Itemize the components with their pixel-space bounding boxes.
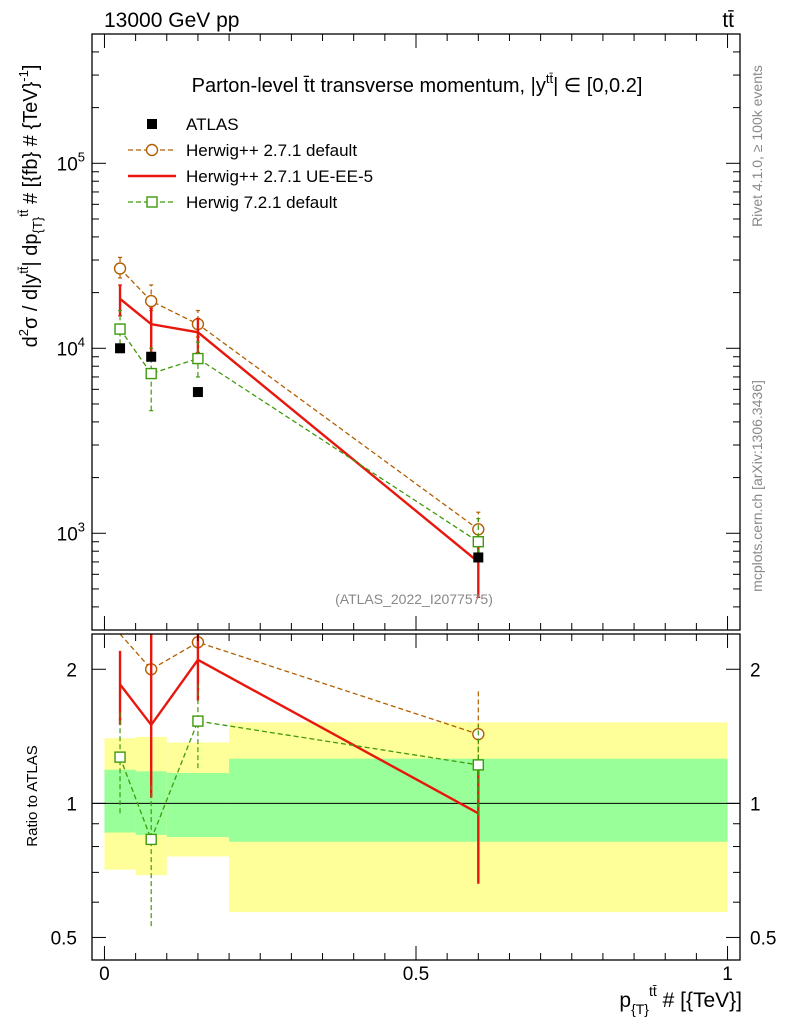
y-tick-label-bottom-right-2: 2 [750,660,761,681]
process-label: tt̄ [722,9,734,32]
energy-label: 13000 GeV pp [104,9,239,32]
ratio-uncertainty-bands [92,722,740,913]
y-tick-label-top-2: 105 [57,149,85,175]
series-point-bottom-2-2 [192,715,204,727]
series-line-bottom-2 [119,720,479,842]
y-axis-label-bottom: Ratio to ATLAS [24,745,41,846]
atlas-data-point-2 [192,387,203,398]
x-tick-label-1: 0.5 [403,964,429,985]
y-tick-label-bottom-2: 2 [66,660,77,681]
y-tick-label-top-1: 104 [57,334,85,360]
x-tick-label-2: 1 [722,964,733,985]
plot-series [113,256,485,927]
x-axis-label: p{T}tt̄ # [{TeV}] [619,983,742,1017]
x-tick-label-0: 0 [99,964,110,985]
axis-ticks [92,33,740,960]
analysis-id-label: (ATLAS_2022_I2077575) [335,591,493,607]
atlas-data-point-3 [473,552,484,563]
series-line-bottom-1 [119,658,479,815]
series-point-top-2-0 [114,323,126,335]
series-line-top-2 [119,328,479,543]
rivet-version-label: Rivet 4.1.0, ≥ 100k events [749,65,765,227]
y-tick-label-bottom-1: 1 [66,794,77,815]
legend-marker-1 [145,143,159,157]
y-tick-label-top-0: 103 [57,519,85,545]
series-point-top-0-1 [144,294,158,308]
chart-title-main: Parton-level t̄t transverse momentum, |y [192,75,546,97]
chart-title-tail: | ∈ [0,0.2] [553,75,642,97]
legend-marker-3 [146,196,158,208]
chart-title: Parton-level t̄t transverse momentum, |y… [192,71,643,97]
series-point-top-0-0 [113,262,127,275]
series-point-top-2-1 [145,367,157,380]
legend-marker-0 [147,119,157,129]
mcplots-credit-label: mcplots.cern.ch [arXiv:1306.3436] [749,380,765,592]
series-line-bottom-0 [119,633,479,735]
series-point-top-2-2 [192,352,204,365]
y-tick-label-bottom-0: 0.5 [51,928,77,949]
axis-tick-labels: 0 0.5 1 103 104 105 0.5 0.5 1 1 2 2 [51,149,777,985]
legend-label-herwig-ueee5: Herwig++ 2.7.1 UE-EE-5 [186,167,373,186]
atlas-data-point-1 [146,351,157,362]
y-tick-label-bottom-right-0: 0.5 [750,928,776,949]
legend-label-atlas: ATLAS [186,115,239,134]
legend-label-herwig-default: Herwig++ 2.7.1 default [186,141,357,160]
series-point-top-2-3 [472,536,485,548]
series-line-top-0 [119,268,479,530]
series-point-bottom-2-3 [472,759,485,771]
y-axis-label-top: d2σ / d|ytt̄| dp{T}tt̄ # [{fb} # {TeV}-1… [16,65,45,348]
chart-title-sup: tt̄ [546,71,554,86]
legend-label-herwig7: Herwig 7.2.1 default [186,193,337,212]
atlas-data-point-0 [115,343,126,354]
band-1sigma-2 [166,772,230,838]
legend: ATLAS Herwig++ 2.7.1 default Herwig++ 2.… [128,115,373,212]
y-tick-label-bottom-right-1: 1 [750,794,761,815]
series-point-bottom-2-1 [145,833,157,846]
series-point-bottom-2-0 [114,751,126,763]
series-line-top-1 [119,297,480,563]
